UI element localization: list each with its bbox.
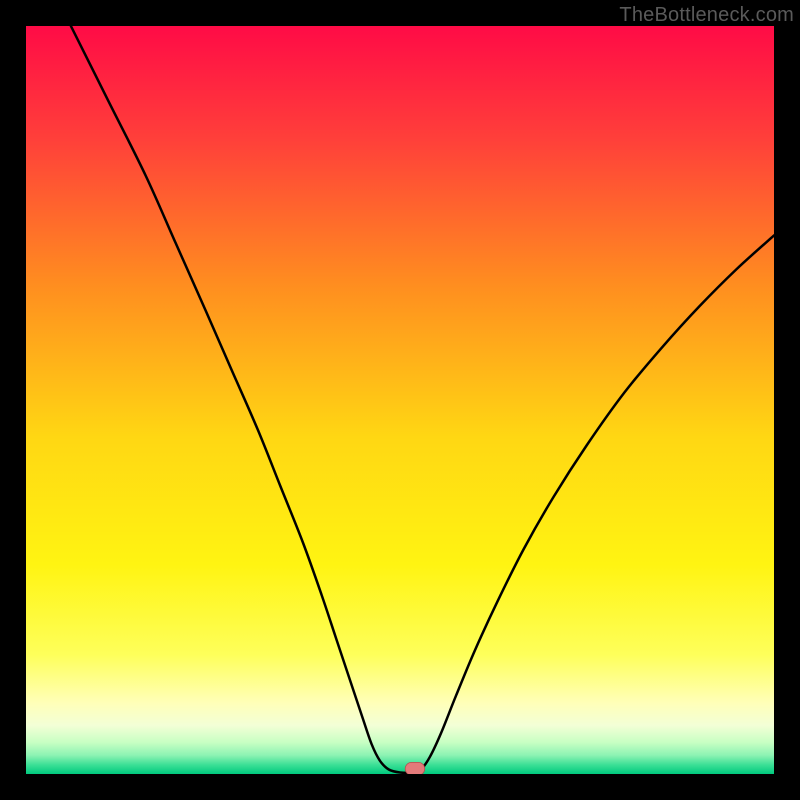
plot-svg (26, 26, 774, 774)
chart-container: TheBottleneck.com (0, 0, 800, 800)
watermark-text: TheBottleneck.com (619, 4, 794, 27)
gradient-background (26, 26, 774, 774)
optimal-point-marker (405, 762, 424, 774)
plot-area (26, 26, 774, 774)
